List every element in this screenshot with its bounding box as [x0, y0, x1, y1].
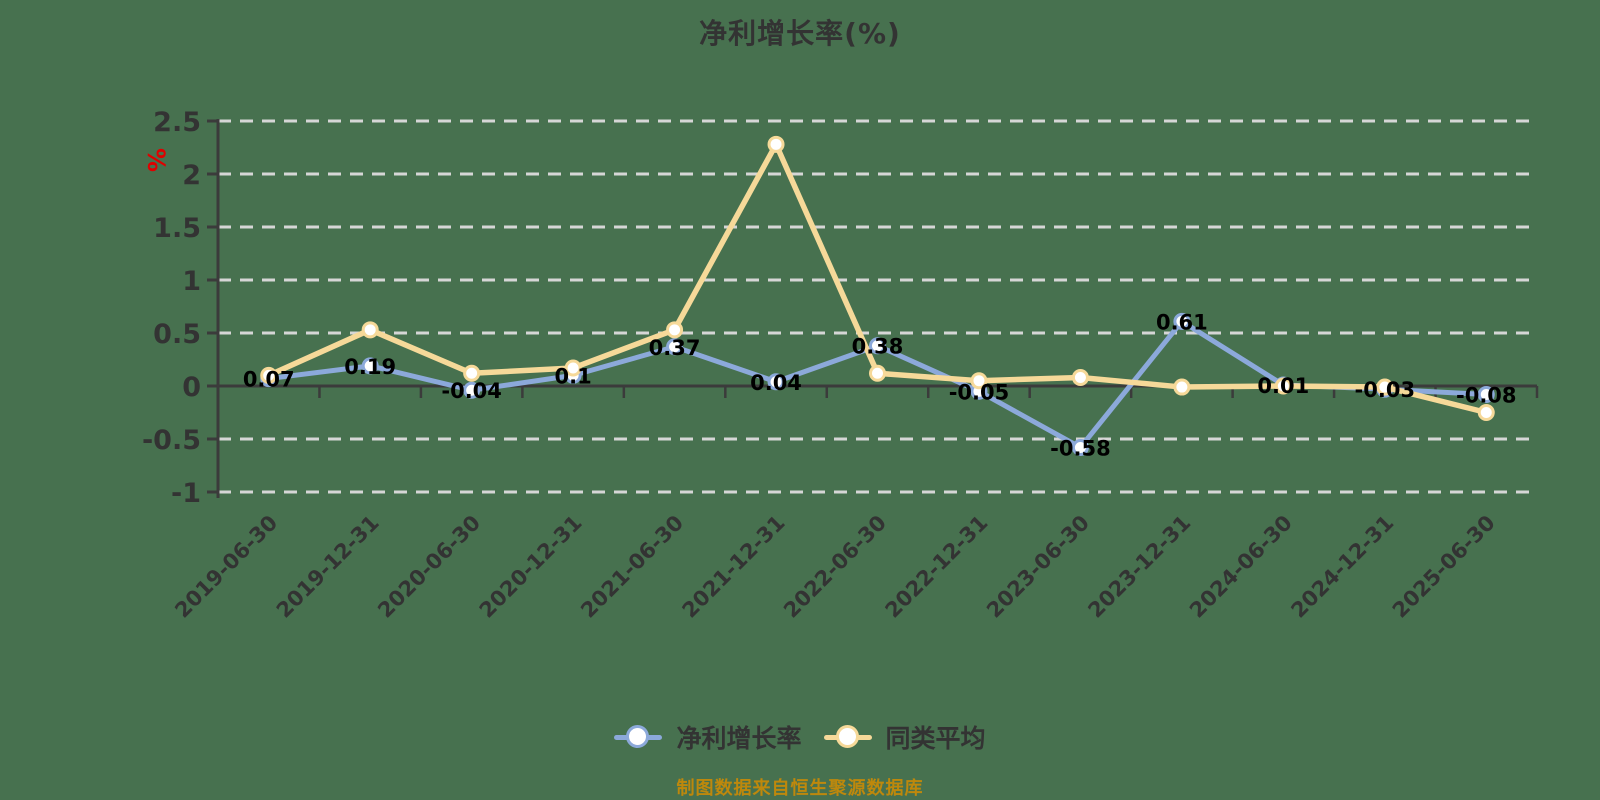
- x-axis-label: 2024-06-30: [1185, 511, 1297, 623]
- data-point[interactable]: [1274, 377, 1292, 395]
- line-series-marker-icon: [614, 724, 663, 750]
- line-series-marker-icon: [823, 724, 872, 750]
- legend-label-category-average: 同类平均: [885, 724, 986, 753]
- x-axis-label: 2025-06-30: [1388, 511, 1500, 623]
- data-point[interactable]: [970, 372, 988, 390]
- x-axis-label: 2023-06-30: [982, 511, 1094, 623]
- data-point[interactable]: [564, 359, 582, 377]
- legend-label-net-profit-growth: 净利增长率: [676, 724, 802, 753]
- data-label: 0.37: [649, 336, 701, 360]
- legend-dot: [626, 725, 650, 748]
- data-label: 0.61: [1156, 310, 1208, 334]
- data-point[interactable]: [869, 337, 886, 355]
- x-axis-label: 2022-06-30: [779, 511, 891, 623]
- data-point[interactable]: [361, 357, 379, 375]
- x-axis-label: 2020-06-30: [373, 511, 485, 623]
- y-axis-label: 2.5: [153, 107, 201, 138]
- x-axis-label: 2022-12-31: [881, 511, 993, 623]
- y-axis-label: 0: [182, 372, 201, 403]
- data-point[interactable]: [1376, 378, 1394, 396]
- data-point[interactable]: [260, 366, 278, 384]
- legend-dot: [835, 725, 859, 748]
- legend-item-category-average[interactable]: 同类平均: [823, 719, 986, 755]
- data-label: 0.07: [243, 368, 295, 392]
- x-axis-label: 2019-06-30: [170, 511, 282, 623]
- data-point[interactable]: [463, 381, 481, 399]
- y-axis-label: 1.5: [153, 213, 201, 244]
- data-point[interactable]: [1071, 438, 1089, 456]
- chart-title: 净利增长率(%): [699, 17, 901, 50]
- data-label: 0.38: [852, 335, 904, 359]
- data-label: -0.05: [949, 380, 1010, 404]
- x-axis-label: 2020-12-31: [475, 511, 587, 623]
- data-point[interactable]: [361, 321, 379, 339]
- y-axis-label: 0.5: [153, 319, 201, 350]
- data-point[interactable]: [1173, 312, 1191, 330]
- data-label: 0.19: [344, 355, 396, 379]
- x-axis-label: 2021-12-31: [678, 511, 790, 623]
- data-point[interactable]: [1071, 369, 1089, 387]
- data-label: -0.08: [1456, 383, 1517, 407]
- data-label: 0.01: [1257, 374, 1309, 398]
- data-label: -0.04: [441, 379, 502, 403]
- legend-item-net-profit-growth[interactable]: 净利增长率: [614, 719, 802, 755]
- x-axis-label: 2021-06-30: [576, 511, 688, 623]
- data-label: 0.04: [750, 371, 802, 395]
- y-axis-label: -1: [171, 478, 201, 509]
- data-label: -0.58: [1050, 436, 1111, 460]
- data-point[interactable]: [767, 135, 785, 153]
- x-axis-label: 2023-12-31: [1083, 511, 1195, 623]
- x-axis-label: 2024-12-31: [1286, 511, 1398, 623]
- y-axis-label: 1: [182, 266, 201, 297]
- y-axis-label: -0.5: [142, 425, 201, 456]
- data-point[interactable]: [767, 373, 785, 391]
- data-label: 0.1: [555, 364, 592, 388]
- data-point[interactable]: [1477, 404, 1495, 421]
- data-point[interactable]: [1173, 378, 1191, 396]
- data-point[interactable]: [1477, 385, 1495, 403]
- source-note: 制图数据来自恒生聚源数据库: [676, 778, 924, 799]
- data-point[interactable]: [666, 338, 684, 356]
- data-point[interactable]: [869, 364, 886, 382]
- chart-legend: 净利增长率 同类平均: [0, 719, 1600, 755]
- y-axis-label: 2: [182, 160, 201, 191]
- data-point[interactable]: [666, 321, 684, 339]
- data-label: -0.03: [1355, 378, 1416, 402]
- data-point[interactable]: [463, 364, 481, 382]
- x-axis-label: 2019-12-31: [272, 511, 384, 623]
